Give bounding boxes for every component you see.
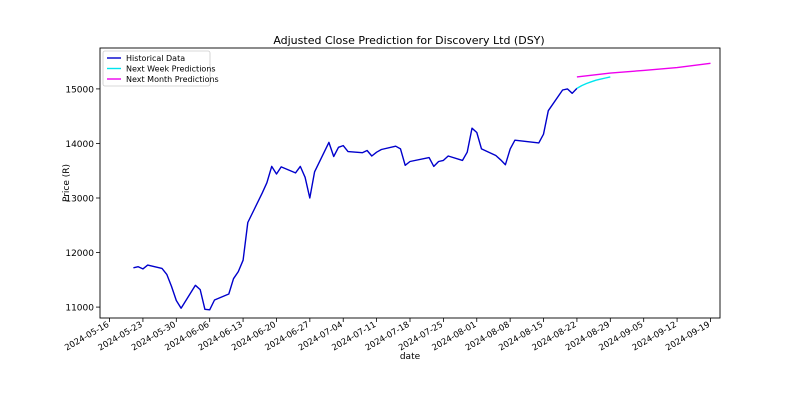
plot-frame bbox=[99, 47, 721, 319]
y-axis-label: Price (R) bbox=[62, 164, 72, 202]
legend-box bbox=[102, 50, 211, 87]
y-tick-label: 15000 bbox=[65, 85, 94, 95]
x-axis-label: date bbox=[400, 352, 421, 362]
series-line-1 bbox=[133, 87, 578, 311]
legend-label: Next Month Predictions bbox=[126, 75, 219, 84]
y-tick-label: 13000 bbox=[65, 195, 94, 205]
chart-title: Adjusted Close Prediction for Discovery … bbox=[273, 34, 544, 47]
legend-label: Next Week Predictions bbox=[126, 65, 216, 74]
plot-lines bbox=[133, 62, 711, 311]
legend: Historical Data Next Week PredictionsNext… bbox=[102, 50, 219, 87]
y-tick-label: 14000 bbox=[65, 140, 94, 150]
legend-label: Historical Data bbox=[126, 54, 185, 63]
y-tick-label: 11000 bbox=[65, 304, 94, 314]
y-axis: 11000 12000 13000 14000 15000 bbox=[65, 85, 100, 314]
y-tick-label: 12000 bbox=[65, 249, 94, 259]
x-axis: 2024-05-162024-05-232024-05-302024-06-06… bbox=[63, 318, 712, 353]
series-line-2 bbox=[576, 76, 611, 90]
series-line-3 bbox=[576, 62, 711, 78]
